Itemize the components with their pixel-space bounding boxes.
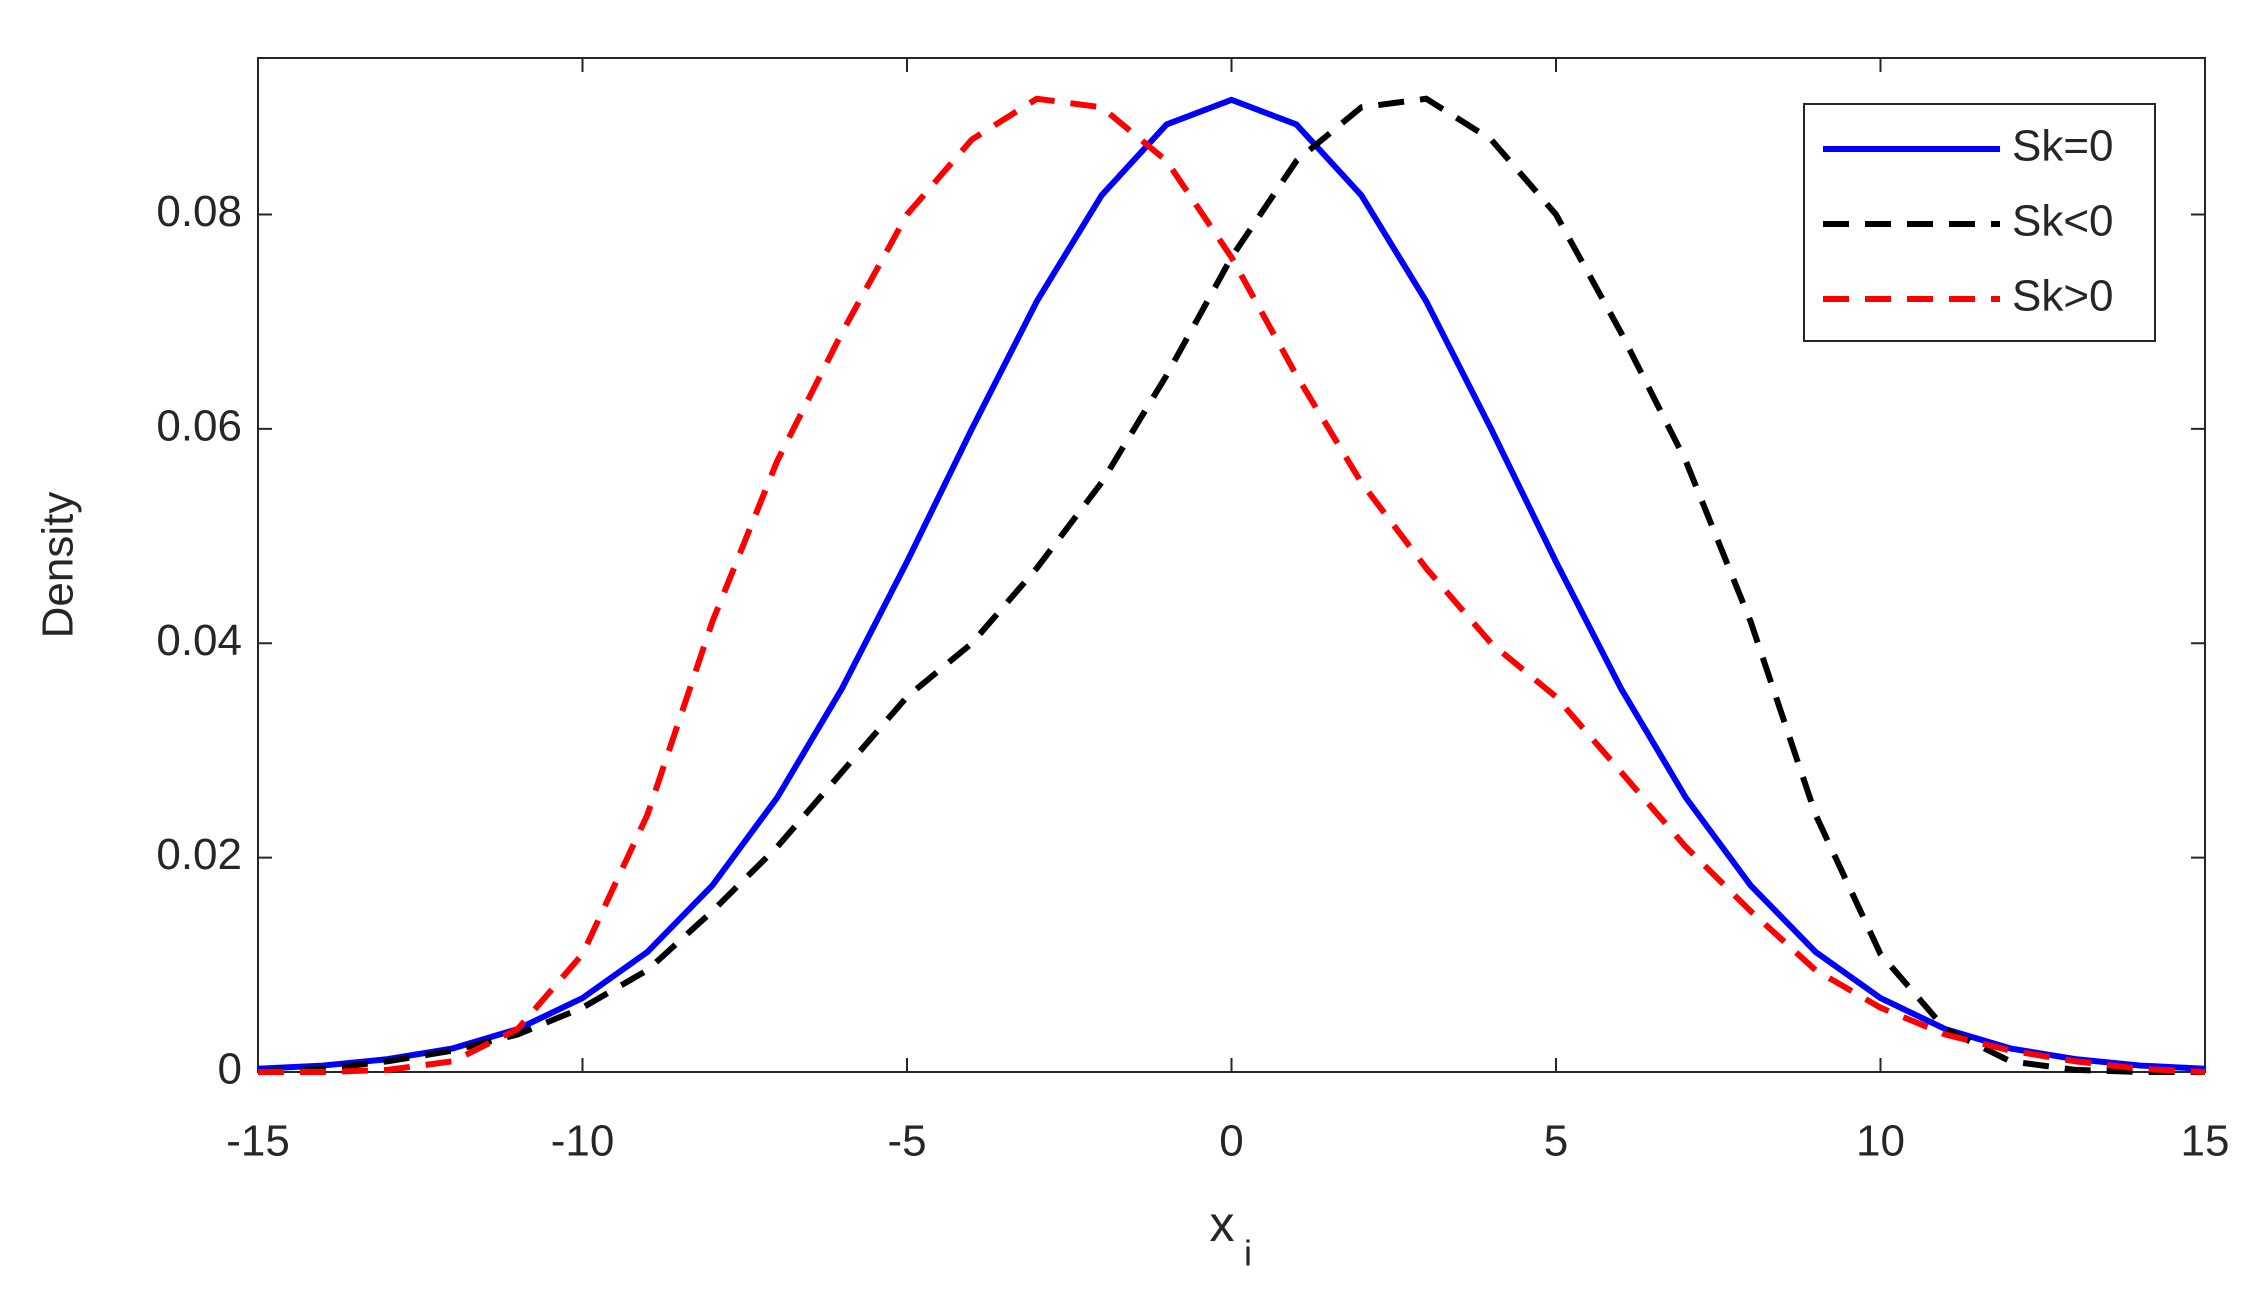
x-tick-label: -5 bbox=[887, 1117, 926, 1166]
legend-label: Sk>0 bbox=[2012, 272, 2114, 321]
x-tick-label: 10 bbox=[1856, 1117, 1905, 1166]
legend-label: Sk<0 bbox=[2012, 197, 2114, 246]
x-tick-label: -10 bbox=[551, 1117, 615, 1166]
x-tick-label: 0 bbox=[1219, 1117, 1243, 1166]
y-axis-label: Density bbox=[34, 492, 83, 639]
y-tick-label: 0.06 bbox=[156, 401, 242, 450]
x-axis-label: x bbox=[1210, 1196, 1235, 1252]
x-axis-label-subscript: i bbox=[1244, 1233, 1252, 1274]
x-tick-label: -15 bbox=[226, 1117, 290, 1166]
y-tick-label: 0.02 bbox=[156, 830, 242, 879]
series-line bbox=[258, 95, 2206, 1075]
series-line bbox=[257, 95, 2205, 1075]
y-tick-label: 0.04 bbox=[156, 616, 242, 665]
y-tick-label: 0 bbox=[218, 1045, 242, 1094]
x-tick-label: 15 bbox=[2181, 1117, 2230, 1166]
legend-label: Sk=0 bbox=[2012, 122, 2114, 171]
y-tick-label: 0.08 bbox=[156, 187, 242, 236]
x-tick-label: 5 bbox=[1544, 1117, 1568, 1166]
series-line bbox=[257, 96, 2206, 1072]
legend-box bbox=[1803, 103, 2156, 342]
